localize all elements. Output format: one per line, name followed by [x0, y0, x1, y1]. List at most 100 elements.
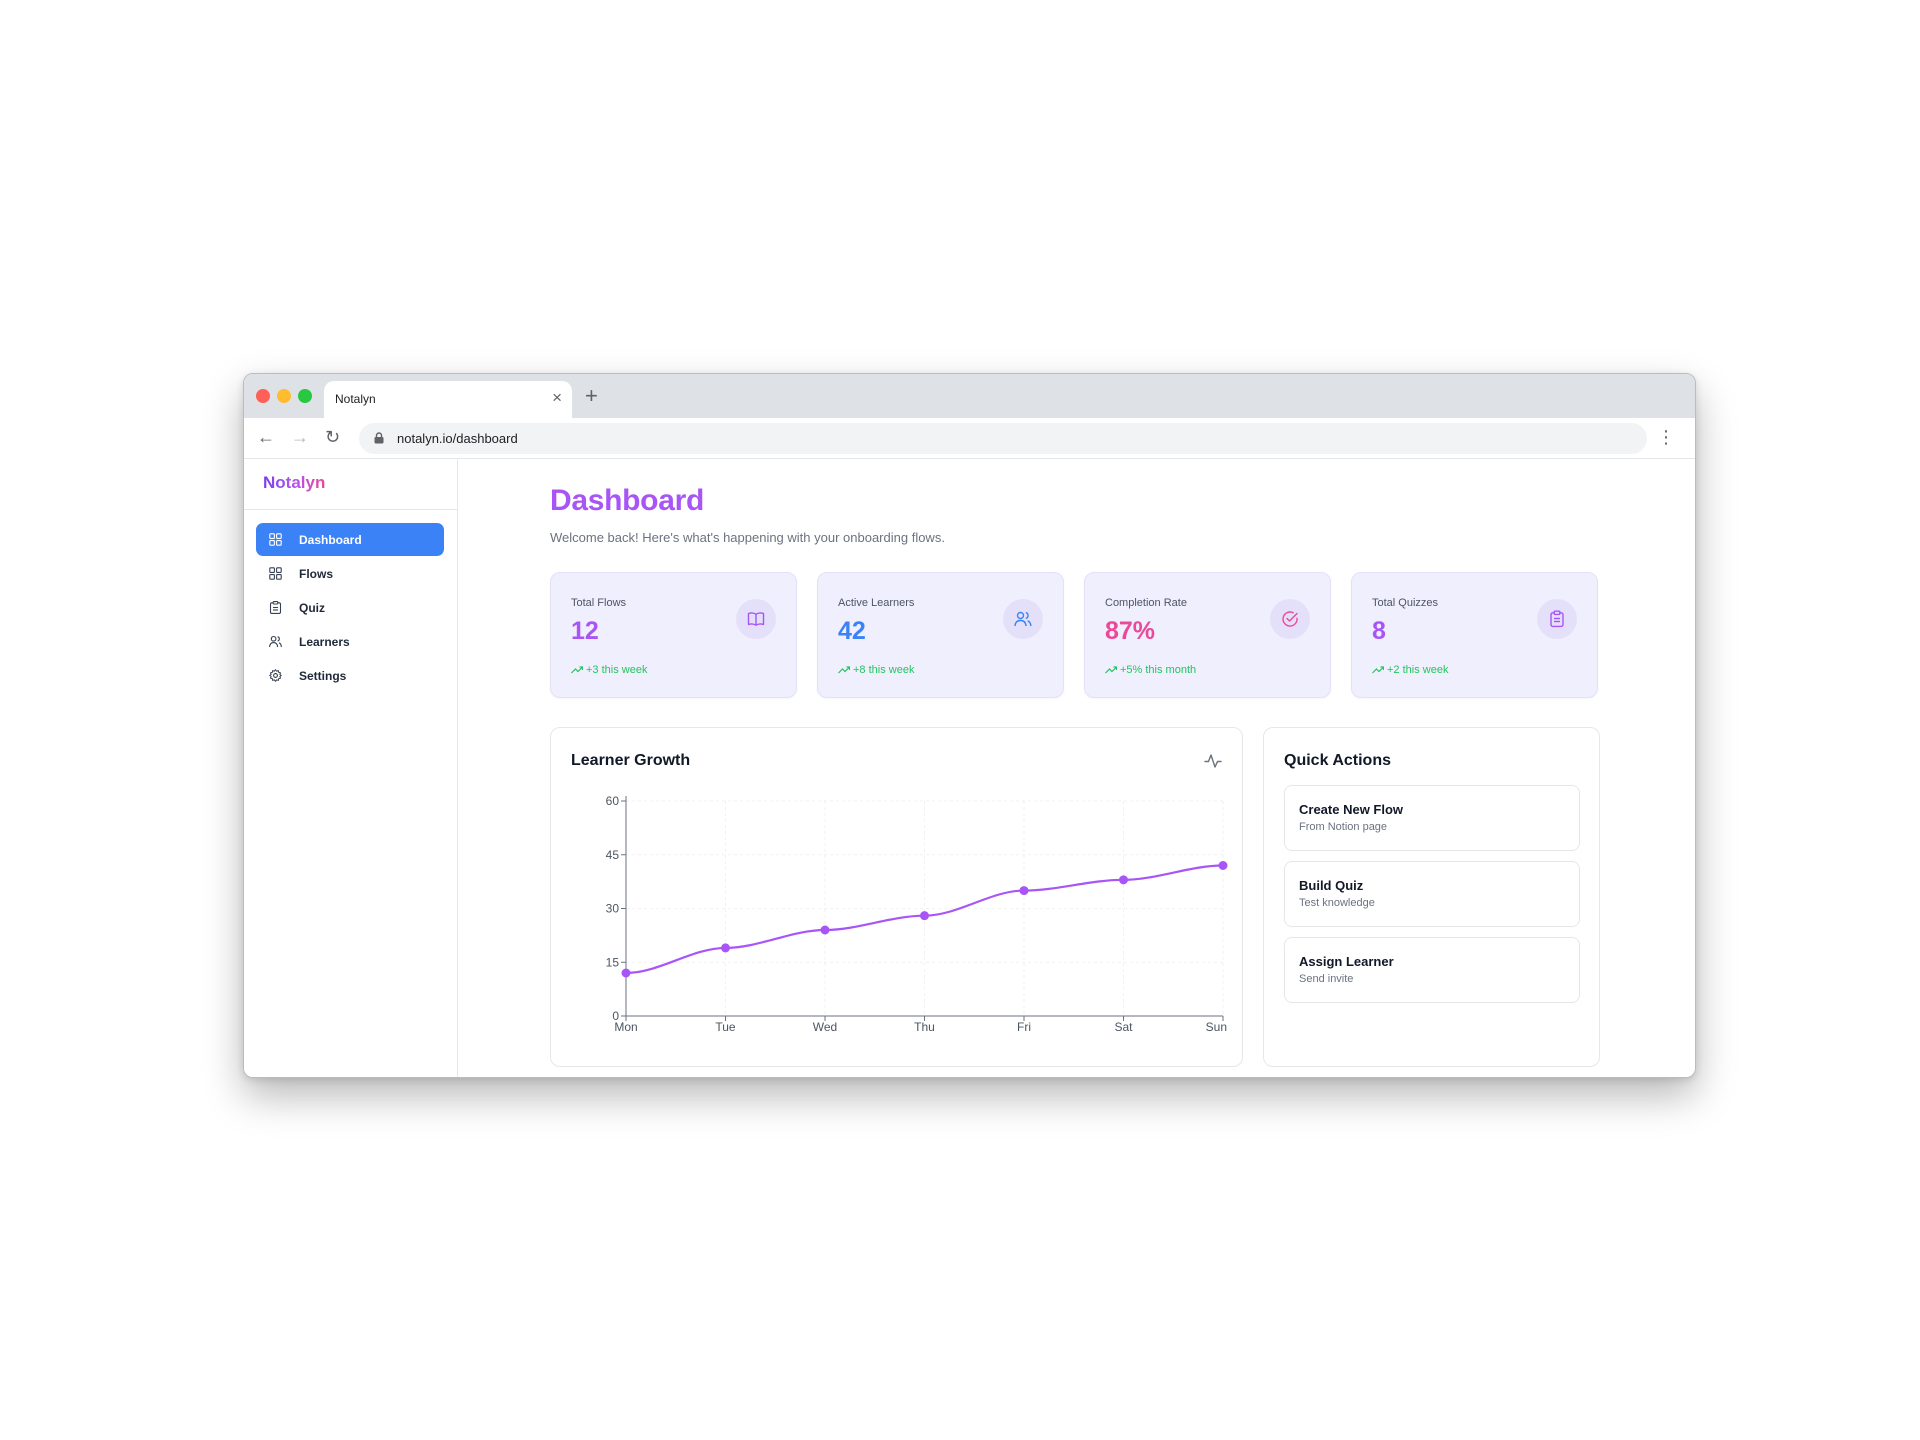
- close-window-button[interactable]: [256, 389, 270, 403]
- users-icon: [269, 635, 282, 648]
- data-point: [820, 925, 830, 935]
- sidebar-item-label: Flows: [299, 567, 334, 581]
- stat-delta: +5% this month: [1105, 664, 1196, 676]
- stat-delta-text: +5% this month: [1120, 664, 1197, 676]
- stat-label: Active Learners: [838, 597, 915, 609]
- activity-icon[interactable]: [1204, 752, 1222, 770]
- book-open-icon: [747, 612, 765, 626]
- learner-growth-chart: 0 15 30 45 60 Mon Tue Wed Thu Fri Sat Sun: [606, 794, 1228, 1034]
- stat-icon-badge: [1270, 599, 1310, 639]
- quick-action-title: Assign Learner: [1299, 954, 1394, 969]
- x-tick-label: Tue: [715, 1020, 736, 1034]
- stat-delta: +3 this week: [571, 664, 647, 676]
- stat-delta: +8 this week: [838, 664, 914, 676]
- trending-up-icon: [571, 666, 583, 674]
- stat-value: 87%: [1105, 617, 1156, 645]
- gear-icon: [269, 669, 282, 682]
- browser-toolbar: ← → ↻ notalyn.io/dashboard ⋮: [244, 418, 1695, 459]
- sidebar-item-label: Learners: [299, 635, 350, 649]
- back-arrow-icon[interactable]: ←: [257, 427, 275, 447]
- stat-value: 8: [1372, 617, 1386, 645]
- sidebar-item-label: Dashboard: [299, 533, 362, 547]
- trending-up-icon: [838, 666, 850, 674]
- quick-action-subtitle: Send invite: [1299, 973, 1354, 985]
- lock-icon: [374, 432, 384, 444]
- x-tick-label: Sun: [1206, 1020, 1227, 1034]
- users-icon: [1014, 611, 1032, 627]
- sidebar-item-settings[interactable]: Settings: [256, 659, 444, 692]
- y-tick-label: 30: [606, 902, 620, 916]
- layout-grid-icon: [269, 533, 282, 546]
- y-tick-label: 15: [606, 955, 620, 969]
- quick-action-title: Create New Flow: [1299, 802, 1404, 817]
- tab-title: Notalyn: [335, 392, 376, 406]
- stat-delta: +2 this week: [1372, 664, 1448, 676]
- quick-action-subtitle: From Notion page: [1299, 821, 1388, 833]
- data-point: [1019, 886, 1029, 896]
- browser-tab[interactable]: Notalyn ×: [324, 381, 572, 418]
- sidebar: Notalyn Dashboard: [244, 459, 458, 1077]
- sidebar-item-label: Quiz: [299, 601, 325, 615]
- y-tick-label: 60: [606, 794, 620, 808]
- main-content: Dashboard Welcome back! Here's what's ha…: [550, 459, 1600, 1077]
- grid-icon: [269, 567, 282, 580]
- x-tick-label: Fri: [1017, 1020, 1031, 1034]
- tab-close-icon[interactable]: ×: [552, 388, 562, 407]
- forward-arrow-icon[interactable]: →: [291, 427, 309, 447]
- x-tick-label: Thu: [914, 1020, 935, 1034]
- sidebar-item-dashboard[interactable]: Dashboard: [256, 523, 444, 556]
- create-new-flow-button[interactable]: Create New Flow From Notion page: [1284, 785, 1580, 851]
- new-tab-button[interactable]: +: [585, 383, 598, 408]
- data-point: [621, 968, 631, 978]
- trending-up-icon: [1372, 666, 1384, 674]
- stat-label: Total Quizzes: [1372, 597, 1439, 609]
- address-bar[interactable]: notalyn.io/dashboard: [359, 423, 1647, 454]
- stat-delta-text: +2 this week: [1387, 664, 1449, 676]
- sidebar-item-label: Settings: [299, 669, 347, 683]
- reload-icon[interactable]: ↻: [325, 427, 341, 447]
- quick-actions-title: Quick Actions: [1284, 752, 1391, 769]
- stat-delta-text: +8 this week: [853, 664, 915, 676]
- learner-growth-card: Learner Growth 0 15 30 45 60 Mon Tue Wed Thu Fri S…: [550, 727, 1243, 1067]
- sidebar-item-flows[interactable]: Flows: [256, 557, 444, 590]
- stat-card-total-quizzes: Total Quizzes 8 +2 this week: [1351, 572, 1598, 698]
- data-point: [721, 943, 730, 953]
- stat-value: 42: [838, 617, 866, 645]
- brand-logo[interactable]: Notalyn: [263, 473, 326, 492]
- app-root: Notalyn Dashboard: [244, 459, 1695, 1077]
- stat-icon-badge: [1003, 599, 1043, 639]
- data-point: [920, 911, 929, 921]
- sidebar-item-learners[interactable]: Learners: [256, 625, 444, 658]
- clipboard-icon: [1550, 610, 1564, 628]
- build-quiz-button[interactable]: Build Quiz Test knowledge: [1284, 861, 1580, 927]
- x-tick-label: Sat: [1114, 1020, 1133, 1034]
- clipboard-icon: [269, 601, 282, 614]
- tab-strip: Notalyn × +: [244, 374, 1695, 418]
- assign-learner-button[interactable]: Assign Learner Send invite: [1284, 937, 1580, 1003]
- page-title: Dashboard: [550, 484, 704, 517]
- stat-label: Total Flows: [571, 597, 627, 609]
- sidebar-nav: Dashboard Flows: [256, 523, 444, 693]
- stat-value: 12: [571, 617, 599, 645]
- chart-title: Learner Growth: [571, 752, 691, 769]
- y-tick-label: 45: [606, 848, 620, 862]
- maximize-window-button[interactable]: [298, 389, 312, 403]
- data-point: [1218, 861, 1228, 870]
- sidebar-item-quiz[interactable]: Quiz: [256, 591, 444, 624]
- y-tick-label: 0: [612, 1009, 619, 1023]
- page-subtitle: Welcome back! Here's what's happening wi…: [550, 530, 945, 545]
- trending-up-icon: [1105, 666, 1117, 674]
- check-circle-icon: [1282, 611, 1298, 627]
- browser-window: Notalyn × + ← → ↻ notalyn.io/dashboard ⋮…: [243, 373, 1696, 1078]
- sidebar-divider: [244, 509, 458, 510]
- stat-delta-text: +3 this week: [586, 664, 648, 676]
- quick-action-title: Build Quiz: [1299, 878, 1364, 893]
- minimize-window-button[interactable]: [277, 389, 291, 403]
- stat-icon-badge: [736, 599, 776, 639]
- browser-menu-icon[interactable]: ⋮: [1657, 427, 1675, 447]
- x-tick-label: Mon: [614, 1020, 637, 1034]
- stat-label: Completion Rate: [1105, 597, 1187, 609]
- x-tick-label: Wed: [813, 1020, 837, 1034]
- stat-card-completion-rate: Completion Rate 87% +5% this month: [1084, 572, 1331, 698]
- stat-card-active-learners: Active Learners 42 +8 this week: [817, 572, 1064, 698]
